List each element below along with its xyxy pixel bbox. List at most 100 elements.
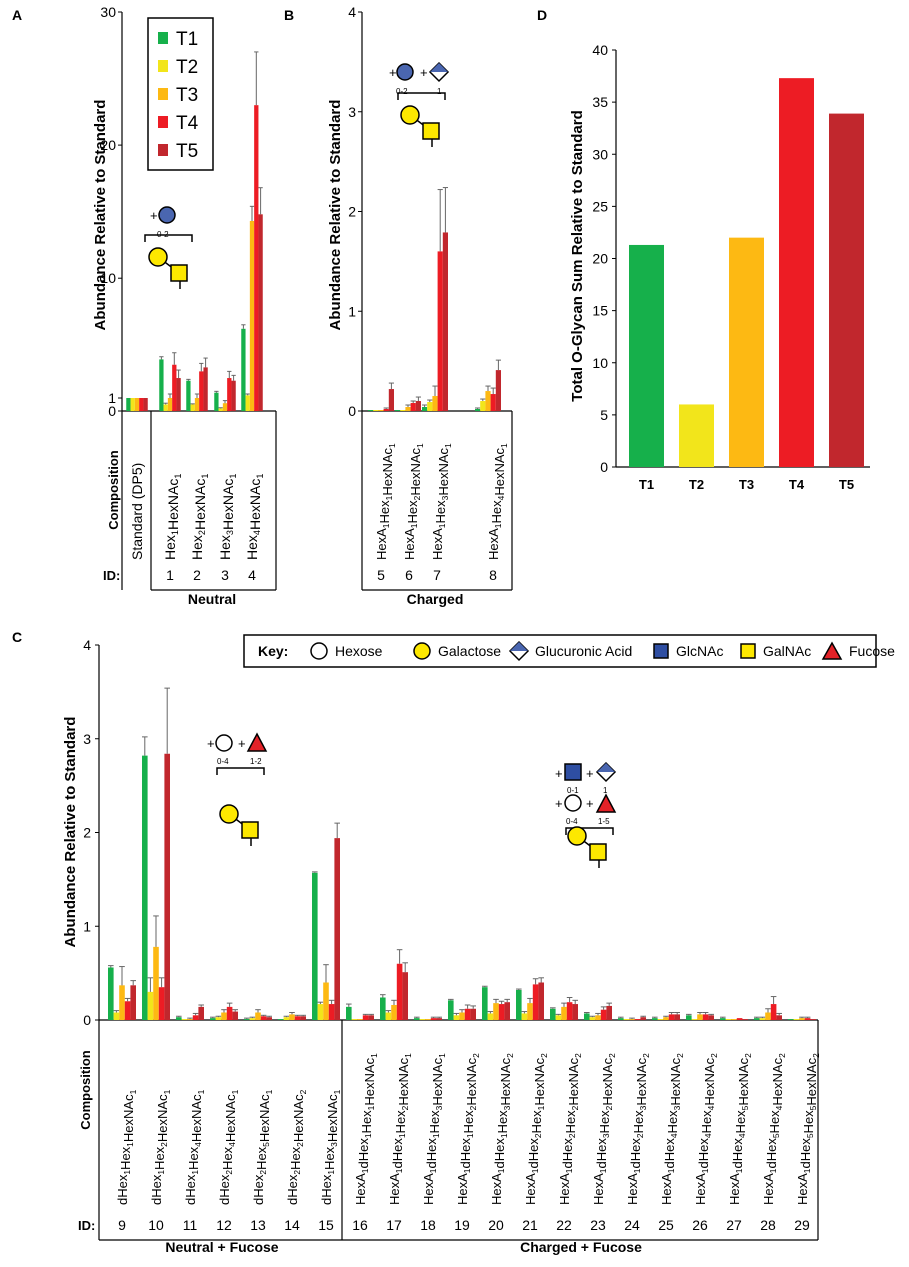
bar (788, 1019, 794, 1020)
bar (430, 1018, 437, 1020)
chart-c-composition-11: dHex1Hex4HexNAc1 (183, 1089, 206, 1205)
chart-a-composition-1: Hex1HexNAc1 (162, 474, 183, 560)
bar (490, 394, 496, 411)
chart-d-ytick-label: 10 (592, 355, 608, 371)
svg-text:+: + (207, 736, 215, 751)
legend-swatch-t1 (158, 32, 168, 44)
bar (555, 1015, 562, 1020)
bar (770, 1004, 777, 1020)
chart-d-ytick-label: 25 (592, 198, 608, 214)
bar (231, 380, 236, 411)
chart-a-ytick-label: 0 (108, 403, 116, 419)
bar (475, 409, 481, 411)
svg-text:+: + (555, 796, 563, 811)
fucose-icon (821, 641, 843, 660)
key-title: Key: (258, 643, 288, 659)
chart-d-bar-t2 (679, 404, 714, 467)
bar (194, 398, 200, 411)
bar (346, 1006, 352, 1020)
galactose-icon (219, 804, 239, 824)
bar (485, 391, 491, 411)
bar (249, 1018, 256, 1020)
svg-text:+: + (420, 65, 428, 80)
bar (222, 403, 228, 411)
chart-c-id: 23 (590, 1217, 606, 1233)
bar (516, 990, 522, 1020)
bar (414, 1018, 420, 1020)
glcnac-icon (653, 643, 669, 659)
panel-label-b: B (284, 7, 294, 23)
chart-a-ytick-label: 20 (100, 137, 116, 153)
chart-c-composition-10: dHex1Hex2HexNAc1 (149, 1089, 172, 1205)
chart-b-ytick-label: 1 (348, 303, 356, 319)
bar (504, 1002, 510, 1020)
glucose-icon (396, 63, 414, 81)
chart-d-ylabel: Total O-Glycan Sum Relative to Standard (569, 110, 586, 401)
svg-text:1: 1 (437, 87, 442, 96)
chart-d-bar-t4 (779, 78, 814, 468)
bar (186, 380, 191, 411)
chart-c-composition-19: HexA1dHex1Hex2HexNAc2 (455, 1053, 481, 1205)
chart-c-composition-15: dHex1Hex3HexNAc1 (319, 1089, 342, 1205)
glucose-icon (158, 206, 176, 224)
bar (190, 404, 195, 411)
bar (245, 395, 250, 411)
chart-c-id: 12 (216, 1217, 232, 1233)
bar (244, 1019, 250, 1020)
svg-text:0-4: 0-4 (217, 757, 229, 766)
chart-c-ytick-label: 0 (83, 1012, 91, 1028)
key-glucuronic-acid: Glucuronic Acid (535, 643, 632, 659)
chart-b-id: 6 (405, 567, 413, 583)
bar (163, 404, 168, 411)
chart-c-composition-28: HexA1dHex5Hex4HexNAc2 (761, 1053, 787, 1205)
bar (357, 1019, 363, 1020)
bar (254, 105, 259, 411)
svg-text:0-2: 0-2 (396, 87, 408, 96)
bar (589, 1017, 596, 1020)
bar (192, 1015, 199, 1020)
bar (652, 1018, 658, 1020)
chart-c-id: 9 (118, 1217, 126, 1233)
bar (388, 389, 394, 411)
chart-a-composition-standard: Standard (DP5) (129, 463, 145, 560)
chart-b-composition-8: HexA1Hex4HexNAc1 (486, 443, 509, 560)
bar (373, 410, 379, 411)
bar (561, 1006, 567, 1020)
bar (521, 1013, 528, 1020)
chart-c-composition-27: HexA1dHex4Hex5HexNAc2 (727, 1053, 753, 1205)
chart-c-group-charged-fucose: Charged + Fucose (520, 1239, 642, 1255)
chart-d-bar-t5 (829, 113, 864, 467)
chart-c-ytick-label: 4 (83, 637, 91, 653)
bar (153, 946, 159, 1020)
bar (203, 367, 208, 411)
galactose-icon (400, 105, 420, 125)
bar (167, 398, 173, 411)
chart-c-id: 11 (183, 1217, 198, 1233)
chart-b-ytick-label: 0 (348, 403, 356, 419)
bar (759, 1018, 766, 1020)
bar (572, 1004, 578, 1020)
chart-b-id: 7 (433, 567, 441, 583)
bar (210, 1018, 216, 1020)
glycan-icon-a: + 0-2 (144, 206, 193, 289)
glcnac-icon (564, 763, 582, 781)
chart-c-composition-14: dHex2Hex2HexNAc2 (285, 1089, 308, 1205)
panel-label-c: C (12, 629, 22, 645)
svg-text:+: + (238, 736, 246, 751)
chart-c-composition-label: Composition (78, 1050, 93, 1129)
chart-b-composition-7: HexA1Hex3HexNAc1 (430, 443, 453, 560)
bar (442, 232, 448, 411)
bar (351, 1019, 358, 1020)
chart-c-composition-9: dHex1Hex1HexNAc1 (115, 1089, 138, 1205)
chart-a-id: 2 (193, 567, 201, 583)
bar (686, 1015, 692, 1020)
bar (810, 1019, 816, 1020)
bar (362, 1015, 369, 1020)
bar (487, 1013, 494, 1020)
galnac-icon (422, 122, 440, 140)
chart-d-ytick-label: 40 (592, 42, 608, 58)
bar (436, 1018, 442, 1020)
chart-b-id: 8 (489, 567, 497, 583)
bar (258, 214, 263, 411)
chart-c-composition-29: HexA1dHex5Hex5HexNAc2 (795, 1053, 821, 1205)
